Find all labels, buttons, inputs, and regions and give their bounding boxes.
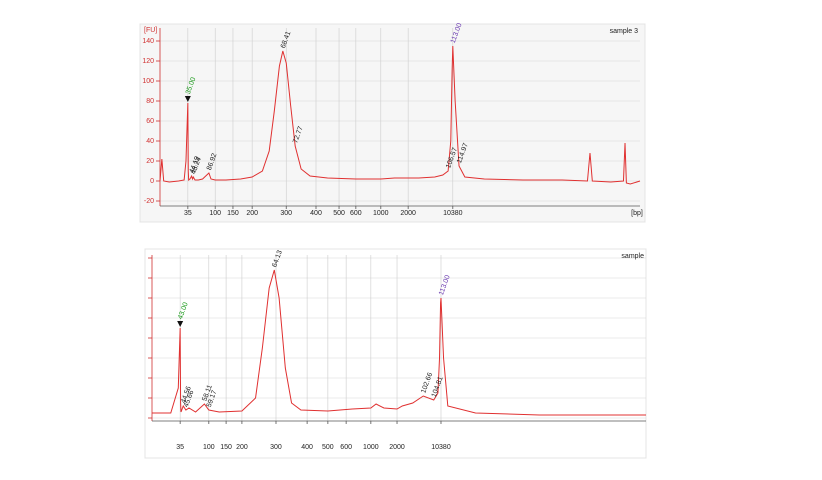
x-tick-label: 100	[209, 210, 221, 217]
y-tick-label: 60	[146, 118, 154, 125]
y-tick-label: 120	[142, 58, 154, 65]
x-tick-label: 35	[184, 210, 192, 217]
x-axis-label: [bp]	[631, 210, 643, 217]
x-tick-label: 2000	[389, 444, 405, 451]
x-tick-label: 10380	[443, 210, 463, 217]
trace-line	[159, 45, 641, 185]
y-tick-label: 100	[142, 78, 154, 85]
x-tick-label: 300	[280, 210, 292, 217]
trace-line	[152, 269, 646, 416]
x-tick-label: 1000	[373, 210, 389, 217]
y-tick-label: 80	[146, 98, 154, 105]
y-tick-label: 40	[146, 138, 154, 145]
x-tick-label: 100	[203, 444, 215, 451]
x-tick-label: 150	[220, 444, 232, 451]
panel-background	[139, 23, 646, 223]
sample-title: sample	[621, 253, 644, 260]
x-tick-label: 200	[236, 444, 248, 451]
x-tick-label: 400	[310, 210, 322, 217]
x-tick-label: 200	[246, 210, 258, 217]
x-tick-label: 35	[176, 444, 184, 451]
x-tick-label: 300	[270, 444, 282, 451]
panel-background	[144, 248, 647, 459]
y-tick-label: 140	[142, 38, 154, 45]
peak-marker	[177, 321, 184, 327]
x-tick-label: 2000	[400, 210, 416, 217]
y-axis-label: [FU]	[144, 27, 157, 34]
chart-panel: -20 0 20 40 60 80 100 120 140 35 100 150 200 300 400 50…	[139, 22, 646, 223]
x-tick-label: 150	[227, 210, 239, 217]
chart-panel: 35 100 150 200 300 400 500 600 1000 2000 10380 samp…	[144, 248, 647, 459]
y-tick-label: 20	[146, 158, 154, 165]
y-tick-label: -20	[144, 198, 154, 205]
y-tick-label: 0	[150, 178, 154, 185]
x-tick-label: 600	[350, 210, 362, 217]
x-tick-label: 10380	[431, 444, 451, 451]
x-tick-label: 500	[322, 444, 334, 451]
peak-marker	[184, 96, 191, 102]
x-tick-label: 600	[340, 444, 352, 451]
x-tick-label: 1000	[363, 444, 379, 451]
x-tick-label: 500	[333, 210, 345, 217]
x-tick-label: 400	[301, 444, 313, 451]
sample-title: sample 3	[610, 28, 639, 35]
